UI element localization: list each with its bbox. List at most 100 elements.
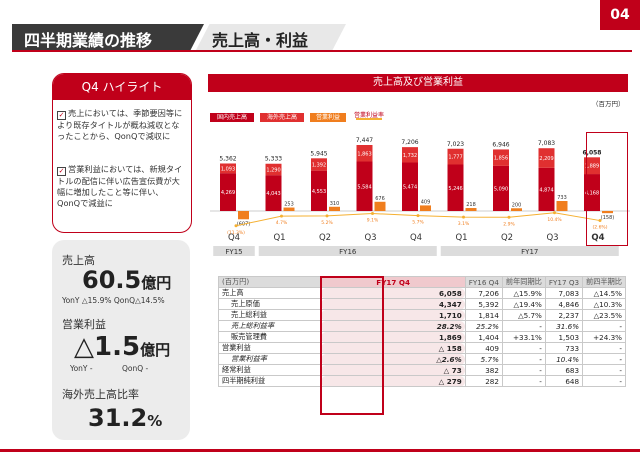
table-row: 売上総利益 1,710 1,814 △5.7% 2,237 △23.5% [218, 309, 626, 321]
label-op-profit: 253 [284, 202, 294, 208]
label-overseas: 1,856 [494, 156, 508, 162]
bar-overseas [265, 163, 282, 176]
kpi-panel: 売上高 60.5億円 YonY △15.9% QonQ△14.5% 営業利益 △… [52, 240, 190, 440]
table-cell: - [582, 342, 626, 354]
bar-domestic [493, 165, 509, 211]
table-row: 売上総利益率 28.2% 25.2% -31.6% - [218, 320, 626, 332]
footer-rule [0, 449, 640, 452]
margin-point [416, 214, 420, 218]
table-header-row: (百万円) FY17 Q4 FY16 Q4 前年同期比 FY17 Q3 前四半期… [218, 276, 626, 288]
table-cell: - [582, 320, 626, 332]
header-cell: (百万円) [218, 276, 322, 288]
table-cell: 648 [544, 375, 584, 387]
label-op-profit: 733 [557, 195, 567, 201]
label-total: 6,946 [492, 141, 509, 148]
table-cell: 1,404 [464, 331, 503, 343]
row-label: 四半期純利益 [218, 375, 322, 387]
table-row: 営業利益率 △2.6% 5.7% -10.4% - [218, 353, 626, 365]
category-label: Q4 [228, 233, 240, 243]
table-cell: 31.6% [544, 320, 584, 332]
bar-domestic [402, 162, 418, 211]
bar-domestic [265, 175, 282, 211]
table-cell: 733 [544, 342, 584, 354]
table-row: 四半期純利益 △ 279 282-648- [218, 375, 626, 387]
label-domestic: 4,168 [585, 191, 599, 197]
label-domestic: 5,474 [403, 185, 417, 191]
table-cell: +24.3% [582, 331, 626, 343]
table-cell: 1,814 [464, 309, 503, 321]
table-row: 販売管理費 1,869 1,404 +33.1% 1,503 +24.3% [218, 331, 626, 343]
bar-op-profit [374, 201, 386, 211]
margin-point [325, 214, 329, 218]
highlight-item: ✓ 売上においては、季節要因等により既存タイトルが概ね減収となったことから、Qon… [57, 108, 185, 142]
row-label: 営業利益 [218, 342, 322, 354]
label-total: 5,362 [219, 155, 236, 162]
table-cell: 409 [464, 342, 503, 354]
sales-label: 売上高 [62, 254, 95, 267]
table-cell: △15.9% [501, 287, 546, 299]
current-quarter-column-highlight [320, 276, 384, 415]
label-domestic: 4,874 [539, 187, 553, 193]
table-row: 売上原価 4,347 5,392 △19.4% 4,846 △10.3% [218, 298, 626, 310]
label-margin: 10.4% [547, 217, 562, 223]
sales-growth: YonY △15.9% QonQ△14.5% [62, 296, 165, 305]
sales-number: 60.5 [82, 266, 142, 294]
label-total: 6,058 [583, 149, 602, 156]
op-label: 営業利益 [62, 318, 106, 331]
header-rule [12, 50, 632, 52]
label-overseas: 1,093 [221, 166, 235, 172]
fiscal-year-label: FY17 [521, 248, 538, 256]
overseas-unit: % [147, 412, 163, 430]
sales-op-chart: 4,2691,0935,362(607)(11.3%)Q44,0431,2905… [210, 137, 630, 256]
label-margin: (2.6%) [593, 225, 608, 231]
table-cell: - [582, 375, 626, 387]
header-cell: FY16 Q4 [464, 276, 503, 288]
bar-overseas [311, 158, 327, 171]
highlight-item-text: 営業利益においては、新規タイトルの配信に伴い広告宣伝費が大幅に増加したこと等に伴… [57, 164, 183, 208]
op-qonq: QonQ - [122, 364, 149, 373]
legend-margin-line [356, 118, 382, 120]
label-op-profit: 218 [466, 202, 476, 208]
label-overseas: 1,863 [357, 151, 371, 157]
row-label: 売上総利益 [218, 309, 322, 321]
label-total: 7,083 [538, 140, 555, 147]
table-cell: △ 279 [320, 375, 466, 387]
bar-op-profit [420, 205, 431, 211]
bar-op-profit [329, 206, 340, 211]
overseas-label: 海外売上高比率 [62, 388, 139, 401]
bar-domestic [584, 174, 600, 211]
table-cell: 282 [464, 375, 503, 387]
bar-overseas [584, 157, 600, 175]
row-label: 営業利益率 [218, 353, 322, 365]
bar-overseas [220, 163, 236, 174]
table-cell: 4,846 [544, 298, 584, 310]
table-cell: 5,392 [464, 298, 503, 310]
label-overseas: 1,777 [448, 155, 462, 161]
row-label: 経常利益 [218, 364, 322, 376]
label-total: 7,206 [401, 139, 418, 146]
bar-op-profit [602, 211, 613, 214]
op-yony: YonY - [70, 364, 93, 373]
margin-point [507, 215, 511, 219]
label-total: 7,447 [356, 137, 373, 144]
financial-table: (百万円) FY17 Q4 FY16 Q4 前年同期比 FY17 Q3 前四半期… [218, 276, 626, 387]
row-label: 売上高 [218, 287, 322, 299]
label-margin: (11.3%) [227, 230, 245, 236]
table-cell: 25.2% [464, 320, 503, 332]
label-margin: 3.1% [458, 221, 470, 227]
chart-title: 売上高及び営業利益 [208, 74, 628, 92]
bar-domestic [447, 164, 464, 211]
label-total: 7,023 [447, 141, 464, 148]
table-cell: △23.5% [582, 309, 626, 321]
table-cell: 1,503 [544, 331, 584, 343]
label-overseas: 1,392 [312, 162, 326, 168]
bar-overseas [356, 145, 373, 162]
checkbox-icon: ✓ [57, 167, 66, 176]
fiscal-year-label: FY15 [225, 248, 242, 256]
checkbox-icon: ✓ [57, 111, 66, 120]
row-label: 販売管理費 [218, 331, 322, 343]
op-unit: 億円 [140, 341, 171, 359]
label-domestic: 5,246 [448, 186, 462, 192]
bar-op-profit [283, 207, 295, 211]
overseas-value: 31.2% [88, 404, 162, 432]
